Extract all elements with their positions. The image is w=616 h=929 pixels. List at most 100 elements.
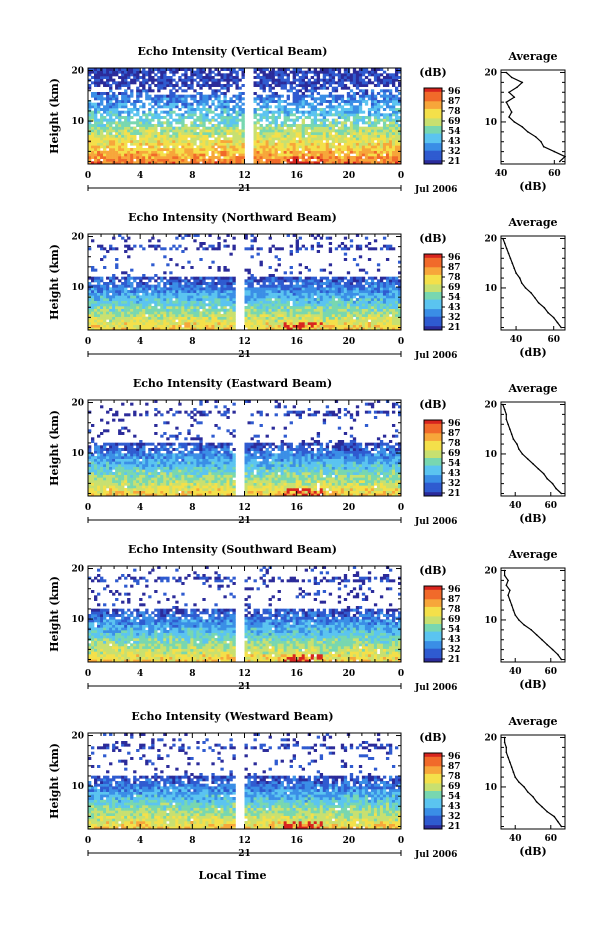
- heatmap-cell: [373, 298, 378, 301]
- heatmap-cell: [205, 311, 209, 315]
- heatmap-cell: [115, 295, 119, 299]
- heatmap-cell: [337, 145, 342, 149]
- heatmap-cell: [151, 129, 155, 133]
- heatmap-cell: [394, 113, 399, 117]
- heatmap-cell: [97, 145, 101, 149]
- heatmap-cell: [136, 319, 140, 323]
- heatmap-cell: [91, 116, 95, 119]
- heatmap-cell: [373, 322, 378, 325]
- heatmap-cell: [127, 303, 131, 307]
- heatmap-cell: [271, 121, 275, 125]
- heatmap-cell: [160, 81, 164, 85]
- heatmap-cell: [346, 298, 351, 301]
- heatmap-cell: [133, 276, 137, 280]
- heatmap-cell: [124, 292, 128, 296]
- heatmap-cell: [319, 70, 324, 74]
- heatmap-cell: [352, 94, 357, 98]
- heatmap-cell: [136, 300, 140, 304]
- heatmap-cell: [235, 118, 239, 122]
- heatmap-cell: [193, 78, 197, 82]
- heatmap-cell: [376, 319, 381, 323]
- heatmap-cell: [163, 319, 167, 323]
- heatmap-cell: [316, 153, 321, 157]
- heatmap-cell: [382, 295, 387, 299]
- heatmap-cell: [358, 142, 363, 146]
- heatmap-cell: [274, 116, 278, 119]
- colorbar-band: [424, 150, 442, 153]
- heatmap-cell: [394, 129, 399, 133]
- heatmap-cell: [157, 292, 161, 296]
- heatmap-cell: [145, 324, 149, 328]
- heatmap-cell: [226, 81, 230, 85]
- heatmap-cell: [256, 113, 260, 117]
- heatmap-cell: [145, 124, 149, 127]
- heatmap-cell: [250, 298, 254, 301]
- heatmap-cell: [121, 306, 125, 309]
- heatmap-cell: [244, 287, 248, 291]
- heatmap-cell: [196, 124, 200, 127]
- heatmap-cell: [301, 126, 305, 130]
- heatmap-cell: [292, 153, 296, 157]
- heatmap-cell: [166, 158, 170, 162]
- heatmap-cell: [388, 137, 393, 141]
- heatmap-cell: [214, 161, 218, 165]
- heatmap-cell: [355, 73, 360, 77]
- heatmap-cell: [295, 327, 299, 331]
- heatmap-cell: [100, 116, 104, 119]
- heatmap-cell: [349, 97, 354, 101]
- heatmap-cell: [127, 110, 131, 114]
- heatmap-cell: [334, 121, 339, 125]
- heatmap-cell: [124, 134, 128, 138]
- heatmap-cell: [190, 113, 194, 117]
- heatmap-cell: [151, 70, 155, 74]
- heatmap-cell: [136, 327, 140, 331]
- heatmap-cell: [163, 308, 167, 312]
- heatmap-cell: [385, 156, 390, 159]
- heatmap-cell: [340, 314, 345, 317]
- heatmap-cell: [223, 298, 227, 301]
- heatmap-cell: [154, 94, 158, 98]
- heatmap-cell: [334, 327, 339, 331]
- heatmap-cell: [217, 150, 221, 154]
- heatmap-cell: [319, 279, 324, 283]
- heatmap-cell: [274, 78, 278, 82]
- heatmap-cell: [157, 102, 161, 106]
- heatmap-cell: [148, 137, 152, 141]
- heatmap-cell: [94, 94, 98, 98]
- heatmap-cell: [226, 153, 230, 157]
- heatmap-cell: [88, 319, 92, 323]
- heatmap-cell: [103, 311, 107, 315]
- heatmap-cell: [217, 314, 221, 317]
- heatmap-cell: [178, 113, 182, 117]
- heatmap-cell: [298, 311, 302, 315]
- heatmap-cell: [280, 284, 284, 288]
- heatmap-cell: [133, 150, 137, 154]
- heatmap-cell: [196, 132, 200, 135]
- heatmap-cell: [334, 132, 339, 135]
- heatmap-cell: [220, 282, 224, 285]
- heatmap-cell: [313, 300, 318, 304]
- colorbar-band: [424, 93, 442, 96]
- heatmap-cell: [385, 142, 390, 146]
- heatmap-cell: [229, 145, 233, 149]
- heatmap-cell: [172, 118, 176, 122]
- heatmap-cell: [196, 322, 200, 325]
- heatmap-cell: [220, 108, 224, 111]
- heatmap-cell: [343, 300, 348, 304]
- heatmap-cell: [373, 113, 378, 117]
- heatmap-cell: [148, 84, 152, 87]
- heatmap-cell: [394, 161, 399, 165]
- heatmap-cell: [310, 316, 315, 320]
- heatmap-cell: [100, 287, 104, 291]
- heatmap-cell: [385, 319, 390, 323]
- heatmap-cell: [139, 140, 143, 143]
- heatmap-cell: [199, 100, 203, 103]
- heatmap-cell: [148, 73, 152, 77]
- heatmap-cell: [178, 300, 182, 304]
- heatmap-cell: [265, 81, 269, 85]
- heatmap-cell: [256, 137, 260, 141]
- heatmap-cell: [196, 153, 200, 157]
- heatmap-cell: [175, 132, 179, 135]
- heatmap-cell: [376, 322, 381, 325]
- heatmap-cell: [364, 92, 369, 95]
